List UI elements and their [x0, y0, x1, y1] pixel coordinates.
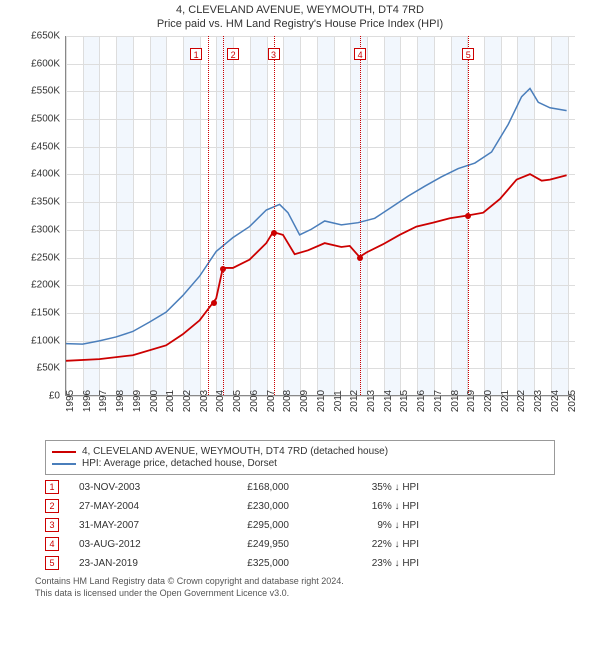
txn-date: 31-MAY-2007 [79, 520, 179, 531]
transaction-row: 3 31-MAY-2007 £295,000 9% ↓ HPI [45, 518, 555, 532]
txn-diff-hpi: 22% ↓ HPI [309, 539, 419, 550]
series-price_paid [66, 174, 567, 361]
txn-date: 03-NOV-2003 [79, 482, 179, 493]
sale-marker-box: 5 [462, 48, 474, 60]
sale-vline [360, 36, 361, 395]
y-axis-label: £100K [20, 335, 60, 346]
txn-diff-hpi: 23% ↓ HPI [309, 558, 419, 569]
y-axis-label: £550K [20, 86, 60, 97]
x-axis-label: 2025 [567, 390, 600, 412]
txn-price: £249,950 [199, 539, 289, 550]
transaction-row: 2 27-MAY-2004 £230,000 16% ↓ HPI [45, 499, 555, 513]
y-axis-label: £350K [20, 197, 60, 208]
transaction-row: 1 03-NOV-2003 £168,000 35% ↓ HPI [45, 480, 555, 494]
legend-box: 4, CLEVELAND AVENUE, WEYMOUTH, DT4 7RD (… [45, 440, 555, 475]
sale-point-dot [357, 255, 363, 261]
sale-vline [274, 36, 275, 395]
legend-row-price-paid: 4, CLEVELAND AVENUE, WEYMOUTH, DT4 7RD (… [52, 446, 548, 457]
txn-date: 23-JAN-2019 [79, 558, 179, 569]
y-axis-label: £400K [20, 169, 60, 180]
txn-index-box: 3 [45, 518, 59, 532]
txn-price: £168,000 [199, 482, 289, 493]
sale-marker-box: 3 [268, 48, 280, 60]
legend-swatch-price-paid [52, 451, 76, 453]
transaction-row: 5 23-JAN-2019 £325,000 23% ↓ HPI [45, 556, 555, 570]
y-axis-label: £50K [20, 363, 60, 374]
y-axis-label: £250K [20, 252, 60, 263]
sale-point-dot [211, 300, 217, 306]
y-axis-label: £450K [20, 141, 60, 152]
chart-title: 4, CLEVELAND AVENUE, WEYMOUTH, DT4 7RD [0, 4, 600, 16]
sale-vline [223, 36, 224, 395]
txn-diff-hpi: 16% ↓ HPI [309, 501, 419, 512]
sale-marker-box: 1 [190, 48, 202, 60]
y-axis-label: £600K [20, 58, 60, 69]
txn-index-box: 1 [45, 480, 59, 494]
txn-diff-hpi: 9% ↓ HPI [309, 520, 419, 531]
txn-price: £325,000 [199, 558, 289, 569]
sale-point-dot [271, 230, 277, 236]
sale-point-dot [465, 213, 471, 219]
txn-index-box: 2 [45, 499, 59, 513]
sale-vline [208, 36, 209, 395]
y-axis-label: £200K [20, 280, 60, 291]
footer-text: Contains HM Land Registry data © Crown c… [35, 576, 590, 599]
txn-price: £295,000 [199, 520, 289, 531]
legend-label-hpi: HPI: Average price, detached house, Dors… [82, 458, 277, 469]
transactions-table: 1 03-NOV-2003 £168,000 35% ↓ HPI 2 27-MAY-200… [45, 480, 555, 570]
legend-label-price-paid: 4, CLEVELAND AVENUE, WEYMOUTH, DT4 7RD (… [82, 446, 388, 457]
y-axis-label: £500K [20, 114, 60, 125]
footer-line-2: This data is licensed under the Open Gov… [35, 588, 590, 600]
txn-price: £230,000 [199, 501, 289, 512]
y-axis-label: £150K [20, 307, 60, 318]
y-axis-label: £300K [20, 224, 60, 235]
y-axis-label: £650K [20, 31, 60, 42]
sale-marker-box: 4 [354, 48, 366, 60]
txn-diff-hpi: 35% ↓ HPI [309, 482, 419, 493]
chart-area: 1 2 3 4 5 £0 £50K £100K £150K £200K £250K £300K £35… [20, 36, 580, 436]
sale-marker-box: 2 [227, 48, 239, 60]
txn-date: 27-MAY-2004 [79, 501, 179, 512]
legend-row-hpi: HPI: Average price, detached house, Dors… [52, 458, 548, 469]
footer-line-1: Contains HM Land Registry data © Crown c… [35, 576, 590, 588]
txn-index-box: 4 [45, 537, 59, 551]
series-hpi [66, 88, 567, 344]
series-svg [66, 36, 575, 395]
legend-swatch-hpi [52, 463, 76, 465]
plot-area: 1 2 3 4 5 [65, 36, 575, 396]
sale-point-dot [220, 266, 226, 272]
y-axis-label: £0 [20, 391, 60, 402]
chart-subtitle: Price paid vs. HM Land Registry's House … [0, 18, 600, 30]
transaction-row: 4 03-AUG-2012 £249,950 22% ↓ HPI [45, 537, 555, 551]
txn-index-box: 5 [45, 556, 59, 570]
txn-date: 03-AUG-2012 [79, 539, 179, 550]
